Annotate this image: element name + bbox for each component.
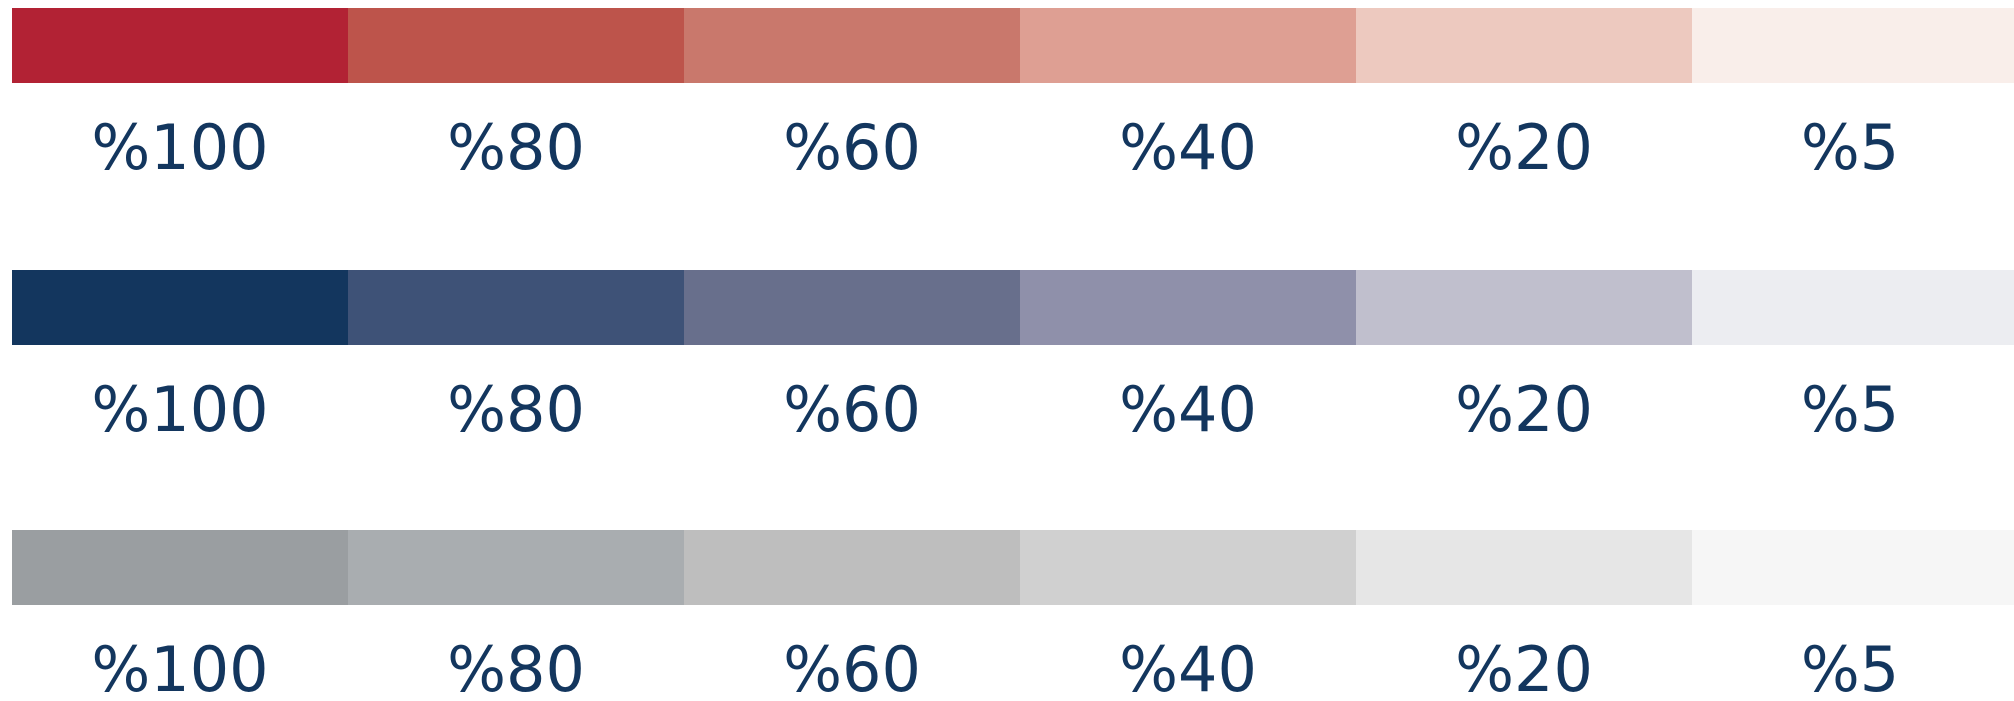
swatch-label: %40: [1119, 111, 1257, 184]
swatch-label: %20: [1455, 633, 1593, 701]
color-swatch: [1356, 270, 1692, 345]
color-swatch: [1356, 530, 1692, 605]
swatch-label: %5: [1800, 373, 1900, 446]
swatch-label: %60: [783, 633, 921, 701]
swatch-label: %80: [447, 373, 585, 446]
color-swatch: [348, 8, 684, 83]
color-swatch: [1020, 270, 1356, 345]
swatch-label: %20: [1455, 373, 1593, 446]
color-swatch: [348, 270, 684, 345]
swatch-label: %100: [91, 373, 269, 446]
color-swatch: [1692, 530, 2014, 605]
color-swatch: [1692, 8, 2014, 83]
swatch-label: %60: [783, 373, 921, 446]
color-swatch: [12, 8, 348, 83]
color-swatch: [684, 8, 1020, 83]
swatch-label: %40: [1119, 633, 1257, 701]
color-swatch: [12, 270, 348, 345]
color-swatch: [1020, 530, 1356, 605]
swatch-label: %20: [1455, 111, 1593, 184]
color-swatch: [348, 530, 684, 605]
swatch-label: %80: [447, 111, 585, 184]
color-swatch: [1692, 270, 2014, 345]
color-swatch: [684, 270, 1020, 345]
color-swatch: [12, 530, 348, 605]
swatch-label: %40: [1119, 373, 1257, 446]
swatch-label: %100: [91, 633, 269, 701]
color-swatch: [1356, 8, 1692, 83]
swatch-label: %100: [91, 111, 269, 184]
swatch-label: %5: [1800, 111, 1900, 184]
swatch-label: %5: [1800, 633, 1900, 701]
color-swatch: [1020, 8, 1356, 83]
swatch-label: %80: [447, 633, 585, 701]
swatch-label: %60: [783, 111, 921, 184]
color-swatch: [684, 530, 1020, 605]
